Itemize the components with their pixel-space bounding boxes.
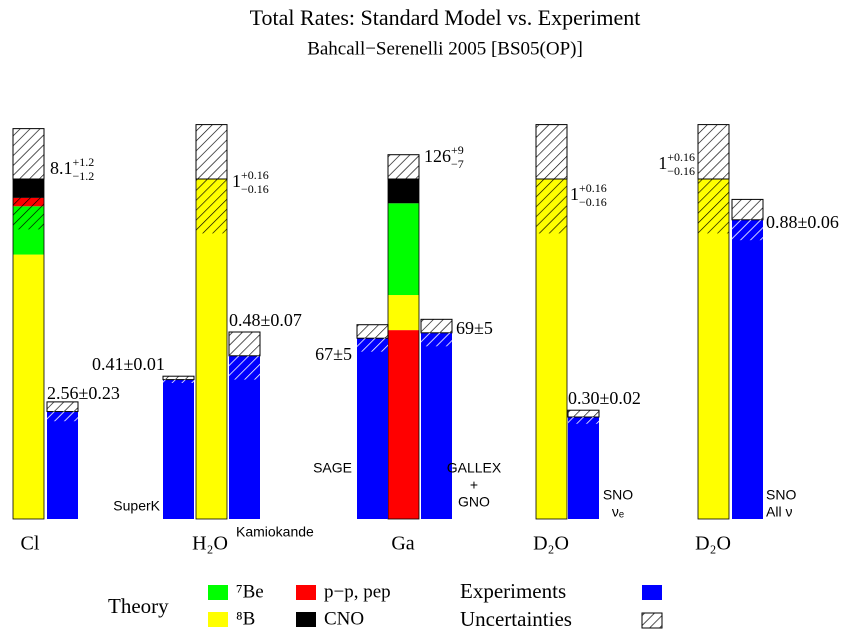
legend-swatch — [642, 585, 662, 600]
theory-error-plus: +0.16 — [579, 181, 607, 195]
experiment-value-label: 67±5 — [315, 344, 352, 364]
group-label: Cl — [21, 533, 40, 555]
legend-label: Uncertainties — [460, 607, 572, 631]
theory-value: 126 — [424, 146, 451, 166]
uncertainty-below-hatch — [47, 411, 78, 422]
experiment-bar — [357, 338, 388, 519]
legend-swatch — [208, 612, 228, 627]
theory-error-plus: +0.16 — [241, 168, 269, 182]
uncertainty-below-hatch — [732, 219, 763, 241]
uncertainty-above-hatch — [698, 124, 729, 179]
theory-value-label: 1+0.16 −0.16 — [232, 168, 269, 196]
legend-swatch-hatch — [642, 613, 662, 628]
uncertainty-above-hatch — [536, 124, 567, 179]
uncertainty-below-hatch — [13, 179, 44, 230]
experiment-name: GNO — [458, 494, 490, 510]
uncertainty-above-hatch — [388, 154, 419, 179]
theory-error-minus: −0.16 — [579, 195, 607, 209]
experiment-value-label: 69±5 — [456, 318, 493, 338]
experiment-bar — [732, 219, 763, 520]
legend-swatch — [208, 585, 228, 600]
theory-value: 8.1 — [50, 158, 73, 178]
experiment-value-label: 2.56±0.23 — [47, 383, 120, 403]
legend-swatch — [296, 612, 316, 627]
group-label: D₂O — [695, 533, 731, 555]
uncertainty-above-hatch — [229, 332, 260, 356]
theory-segment — [698, 179, 729, 519]
uncertainty-below-hatch — [196, 179, 227, 234]
theory-value-label: 126+9 −7 — [424, 143, 464, 171]
experiment-value-label: 0.30±0.02 — [568, 388, 641, 408]
theory-error-plus: +1.2 — [73, 155, 95, 169]
theory-segment — [13, 254, 44, 520]
theory-value-label: 8.1+1.2 −1.2 — [50, 155, 94, 183]
experiment-bar — [568, 417, 599, 519]
uncertainty-above-hatch — [196, 124, 227, 179]
theory-error-minus: −0.16 — [241, 182, 269, 196]
uncertainty-below-hatch — [357, 338, 388, 352]
experiment-value-label: 0.88±0.06 — [766, 212, 839, 232]
theory-error-minus: −1.2 — [73, 169, 95, 183]
experiment-value-label: 0.41±0.01 — [92, 354, 165, 374]
uncertainty-above-hatch — [568, 410, 599, 417]
legend-label: ⁷Be — [236, 581, 264, 602]
experiment-bar — [47, 411, 78, 519]
uncertainty-below-hatch — [229, 355, 260, 380]
experiment-name: All ν — [766, 504, 792, 520]
uncertainty-below-hatch — [536, 179, 567, 234]
legend-label: ⁸B — [236, 608, 255, 629]
theory-segment — [536, 179, 567, 519]
experiment-bar — [163, 379, 194, 519]
theory-value: 1 — [232, 171, 241, 191]
experiment-bar — [229, 355, 260, 519]
legend-swatch — [296, 585, 316, 600]
experiment-name: Kamiokande — [236, 524, 314, 540]
theory-error-plus: +0.16 — [667, 150, 695, 164]
group-label: H₂O — [192, 533, 228, 555]
legend-label: p−p, pep — [324, 581, 391, 602]
theory-value-label: 1+0.16 −0.16 — [658, 150, 695, 178]
uncertainty-below-hatch — [163, 379, 194, 383]
group-label: Ga — [391, 533, 414, 555]
chart-subtitle: Bahcall−Serenelli 2005 [BS05(OP)] — [307, 38, 583, 59]
uncertainty-above-hatch — [732, 199, 763, 220]
legend-title: Theory — [108, 594, 169, 618]
experiment-name: νₑ — [612, 504, 624, 520]
legend-label: CNO — [324, 608, 364, 629]
uncertainty-above-hatch — [357, 324, 388, 339]
theory-segment — [388, 295, 419, 331]
theory-error-plus: +9 — [451, 143, 464, 157]
theory-segment — [388, 203, 419, 296]
chart-title: Total Rates: Standard Model vs. Experime… — [250, 5, 641, 30]
theory-value: 1 — [658, 153, 667, 173]
experiment-name: SuperK — [113, 498, 160, 514]
experiment-name: SAGE — [313, 460, 352, 476]
theory-segment — [388, 330, 419, 519]
uncertainty-above-hatch — [13, 128, 44, 179]
theory-error-minus: −0.16 — [667, 164, 695, 178]
experiment-name: GALLEX — [447, 460, 502, 476]
experiment-bar — [421, 332, 452, 519]
group-label: D₂O — [533, 533, 569, 555]
theory-value-label: 1+0.16 −0.16 — [570, 181, 607, 209]
experiment-name: SNO — [766, 487, 796, 503]
uncertainty-below-hatch — [388, 179, 419, 198]
uncertainty-above-hatch — [421, 319, 452, 333]
uncertainty-below-hatch — [568, 417, 599, 424]
uncertainty-below-hatch — [698, 179, 729, 234]
experiment-name: SNO — [603, 487, 633, 503]
uncertainty-below-hatch — [421, 332, 452, 347]
theory-error-minus: −7 — [451, 157, 464, 171]
experiment-name: + — [470, 477, 478, 493]
uncertainty-above-hatch — [47, 401, 78, 412]
legend-label: Experiments — [460, 579, 566, 603]
theory-value: 1 — [570, 184, 579, 204]
theory-segment — [196, 179, 227, 519]
uncertainty-above-hatch — [163, 376, 194, 380]
experiment-value-label: 0.48±0.07 — [229, 310, 302, 330]
